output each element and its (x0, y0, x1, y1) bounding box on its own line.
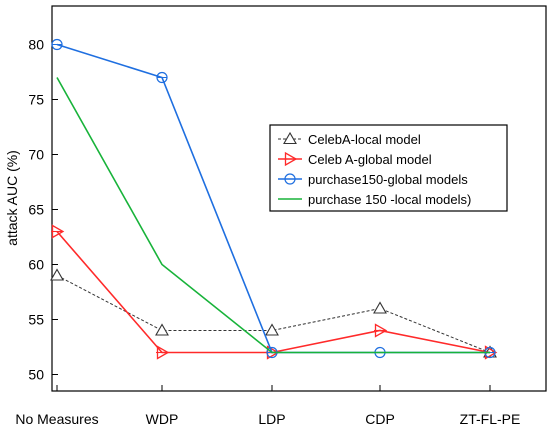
legend-label: CelebA-local model (308, 132, 421, 147)
y-tick-label: 70 (28, 147, 44, 163)
legend-label: Celeb A-global model (308, 152, 432, 167)
plot-frame (51, 5, 547, 392)
legend-entry: purchase 150 -local models) (278, 192, 471, 207)
legend-entry: Celeb A-global model (278, 151, 432, 167)
x-tick-label: ZT-FL-PE (460, 411, 521, 427)
y-tick-label: 65 (28, 202, 44, 218)
legend-entry: CelebA-local model (278, 131, 421, 147)
data-point (265, 323, 279, 336)
legend-entry: purchase150-global models (278, 172, 468, 187)
series-3 (56, 77, 490, 354)
legend-marker (283, 131, 297, 145)
legend-entries: CelebA-local model Celeb A-global model pu… (278, 131, 471, 207)
series-line (56, 77, 490, 354)
axes-group: attack AUC (%) (4, 5, 547, 392)
data-point (155, 323, 169, 336)
x-ticks-group: No Measures WDP LDP CDP ZT-FL-PE (15, 385, 520, 427)
data-point (50, 268, 64, 281)
x-tick-label: LDP (258, 411, 285, 427)
legend: CelebA-local model Celeb A-global model pu… (269, 124, 508, 212)
legend-box (269, 124, 508, 212)
y-ticks-group: 50 55 60 65 70 75 80 (28, 37, 58, 383)
x-tick-label: WDP (146, 411, 179, 427)
legend-label: purchase150-global models (308, 172, 468, 187)
y-tick-label: 55 (28, 312, 44, 328)
x-tick-label: CDP (365, 411, 395, 427)
series-0 (50, 268, 497, 358)
data-point (373, 301, 387, 314)
y-tick-label: 75 (28, 92, 44, 108)
series-group (50, 38, 498, 360)
y-tick-label: 80 (28, 37, 44, 53)
legend-label: purchase 150 -local models) (308, 192, 471, 207)
y-tick-label: 60 (28, 257, 44, 273)
y-axis-label: attack AUC (%) (4, 150, 20, 246)
x-tick-label: No Measures (15, 411, 98, 427)
y-tick-label: 50 (28, 367, 44, 383)
